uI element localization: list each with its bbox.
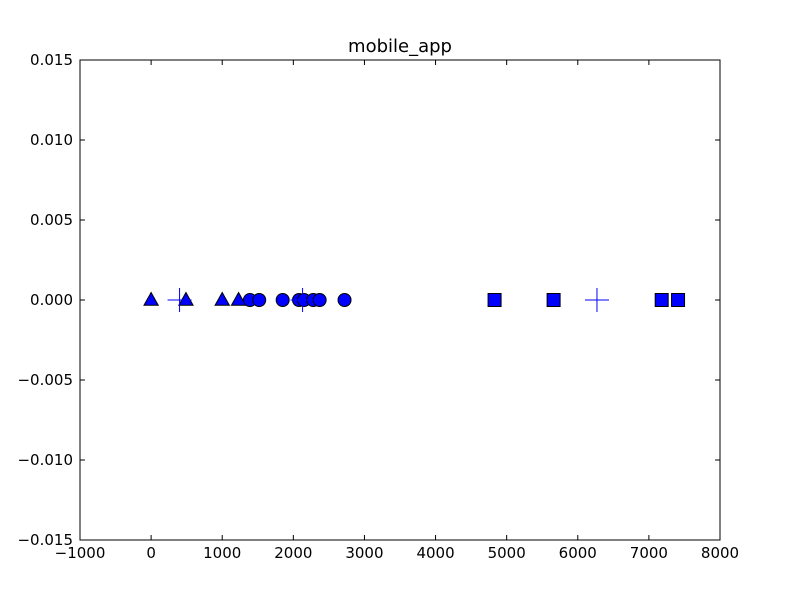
plot-area-frame bbox=[79, 59, 721, 541]
chart-title: mobile_app bbox=[348, 36, 452, 57]
y-tick-label: 0.010 bbox=[30, 131, 73, 149]
plus-marker bbox=[167, 288, 192, 312]
x-tick-label: 1000 bbox=[203, 544, 241, 562]
x-tick-label: 3000 bbox=[345, 544, 383, 562]
square-marker bbox=[671, 293, 686, 307]
axis-ticks: −1000 0 1000 2000 3000 4000 5000 6000 7000 8000 0.… bbox=[17, 51, 739, 562]
plus-marker bbox=[584, 288, 609, 312]
y-tick-label: 0.015 bbox=[30, 51, 73, 69]
x-tick-label: 2000 bbox=[274, 544, 312, 562]
square-marker bbox=[487, 293, 502, 307]
y-tick-label: 0.000 bbox=[30, 291, 73, 309]
triangle-marker bbox=[230, 291, 247, 306]
triangle-marker bbox=[214, 291, 231, 306]
circle-marker bbox=[312, 293, 327, 307]
square-marker bbox=[546, 293, 561, 307]
x-tick-label: −1000 bbox=[55, 544, 106, 562]
y-tick-label: −0.010 bbox=[17, 451, 73, 469]
x-tick-label: 8000 bbox=[701, 544, 739, 562]
y-tick-label: 0.005 bbox=[30, 211, 73, 229]
x-tick-label: 0 bbox=[146, 544, 156, 562]
x-tick-label: 4000 bbox=[416, 544, 454, 562]
y-tick-label: −0.005 bbox=[17, 371, 73, 389]
x-tick-label: 6000 bbox=[559, 544, 597, 562]
x-tick-label: 7000 bbox=[630, 544, 668, 562]
circle-marker bbox=[275, 293, 290, 307]
y-tick-label: −0.015 bbox=[17, 531, 73, 549]
triangle-marker bbox=[177, 291, 194, 306]
triangle-marker bbox=[143, 291, 160, 306]
x-tick-label: 5000 bbox=[488, 544, 526, 562]
circle-marker bbox=[252, 293, 267, 307]
data-points bbox=[143, 288, 686, 312]
square-marker bbox=[654, 293, 669, 307]
circle-marker bbox=[337, 293, 352, 307]
plus-marker bbox=[290, 288, 315, 312]
